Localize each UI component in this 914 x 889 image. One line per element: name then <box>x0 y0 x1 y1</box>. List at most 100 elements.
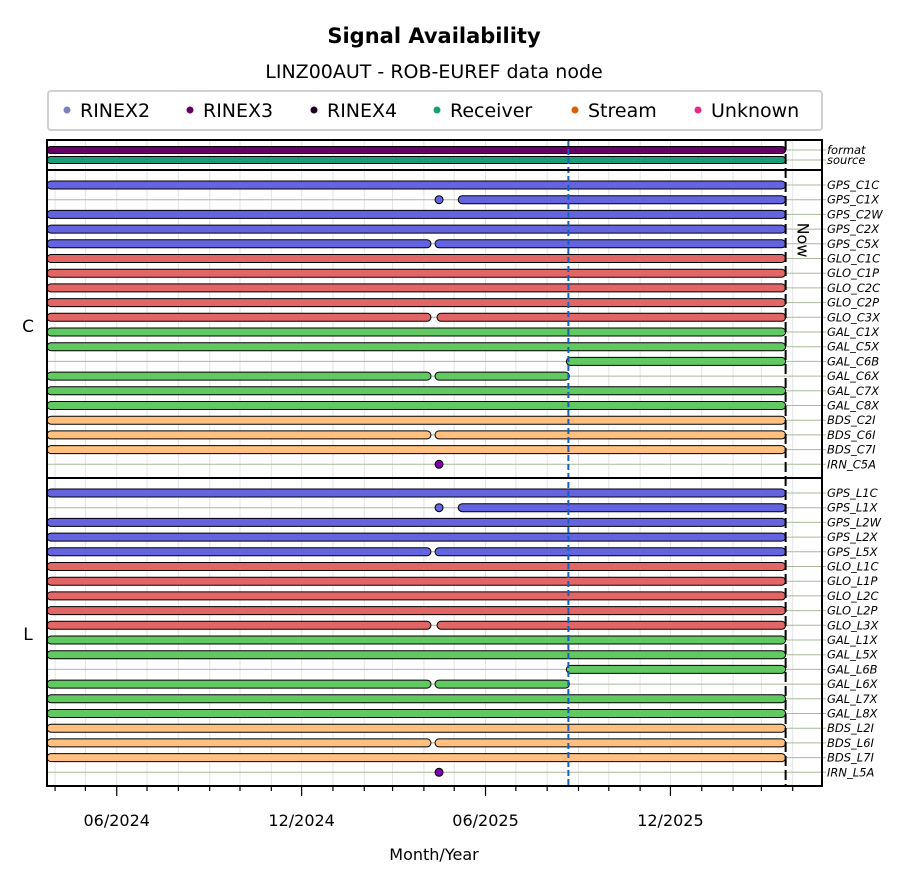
row-label: BDS_L2I <box>827 721 875 735</box>
row-label: BDS_L6I <box>827 736 875 750</box>
signal-bar <box>46 327 787 337</box>
signal-bar <box>46 606 787 616</box>
signal-bar <box>46 532 787 542</box>
row-label: GPS_L5X <box>827 545 879 559</box>
legend-marker-rinex4 <box>310 106 318 114</box>
row-label: GLO_L2C <box>827 589 879 603</box>
signal-bar <box>46 268 787 278</box>
signal-point <box>434 459 444 469</box>
row-label: IRN_C5A <box>827 457 876 471</box>
row-label: GAL_L7X <box>827 692 879 706</box>
signal-bar <box>46 224 787 234</box>
signal-bar <box>436 312 787 322</box>
signal-bar <box>46 371 432 381</box>
signal-bar <box>46 156 787 164</box>
x-tick-label: 06/2025 <box>452 811 518 830</box>
legend-label-unknown: Unknown <box>711 100 799 122</box>
legend: RINEX2 RINEX3 RINEX4 Receiver Stream Unknown <box>47 90 823 131</box>
row-label: BDS_C2I <box>827 413 876 427</box>
signal-bar <box>46 547 432 557</box>
row-label: GAL_L5X <box>827 648 879 662</box>
signal-bar <box>46 386 787 396</box>
signal-bar <box>46 562 787 571</box>
row-label: GPS_L2X <box>827 530 879 544</box>
signal-bar <box>46 620 432 630</box>
signal-bar <box>46 180 787 190</box>
signal-bar <box>46 415 787 425</box>
signal-bar <box>46 401 787 410</box>
panel-label: C <box>22 317 34 337</box>
row-label: GLO_C1C <box>827 252 880 266</box>
signal-bar <box>434 679 570 689</box>
signal-bar <box>46 591 787 601</box>
row-label: GAL_C5X <box>827 340 880 354</box>
legend-marker-receiver <box>433 106 441 114</box>
row-label: GPS_C2W <box>827 207 883 221</box>
signal-bar <box>46 738 432 748</box>
plot-area: 06/2024 12/2024 06/2025 12/2025 formatsource… <box>22 139 883 830</box>
x-tick-label: 06/2024 <box>83 811 149 830</box>
row-label: GAL_L1X <box>827 633 879 647</box>
legend-marker-stream <box>571 106 579 114</box>
signal-bar <box>46 445 787 455</box>
legend-marker-rinex3 <box>186 106 194 114</box>
signal-point <box>434 195 444 205</box>
chart-subtitle: LINZ00AUT - ROB-EUREF data node <box>265 61 602 83</box>
row-label: GPS_L1C <box>827 486 878 500</box>
legend-marker-unknown <box>694 106 702 114</box>
signal-bar <box>46 635 787 645</box>
signal-bar <box>565 356 787 366</box>
signal-bar <box>46 488 787 498</box>
legend-label-rinex4: RINEX4 <box>327 100 397 122</box>
row-label: GAL_C6X <box>827 369 880 383</box>
signal-bar <box>46 723 787 733</box>
row-label: GPS_C1C <box>827 178 879 192</box>
x-tick-label: 12/2024 <box>268 811 334 830</box>
signal-bar <box>434 430 787 440</box>
row-label: GLO_C2C <box>827 281 880 295</box>
signal-bar <box>46 283 787 293</box>
row-label: GAL_C8X <box>827 399 880 413</box>
x-axis-label: Month/Year <box>389 845 479 864</box>
row-label: source <box>827 153 865 167</box>
panel-frame <box>46 477 823 787</box>
signal-bar <box>46 679 432 689</box>
signal-point <box>434 767 444 777</box>
signal-bar <box>457 195 787 205</box>
row-label: GPS_C5X <box>827 237 880 251</box>
row-label: GLO_L2P <box>827 604 877 618</box>
now-label: Now <box>794 223 813 258</box>
row-label: GAL_C6B <box>827 354 879 368</box>
row-label: GLO_C2P <box>827 296 879 310</box>
legend-label-rinex3: RINEX3 <box>203 100 273 122</box>
panel-label: L <box>23 625 33 645</box>
signal-bar <box>46 342 787 352</box>
signal-bar <box>46 209 787 219</box>
row-label: BDS_L7I <box>827 751 875 765</box>
row-label: GAL_L6X <box>827 677 879 691</box>
row-label: GAL_L8X <box>827 707 879 721</box>
signal-bar <box>434 371 570 381</box>
signal-bar <box>436 620 787 630</box>
row-label: GLO_C1P <box>827 266 879 280</box>
signal-bar <box>46 254 787 263</box>
signal-bar <box>46 517 787 527</box>
row-label: GAL_C7X <box>827 384 880 398</box>
signal-bar <box>565 664 787 674</box>
signal-bar <box>46 298 787 308</box>
row-label: BDS_C6I <box>827 428 876 442</box>
row-label: IRN_L5A <box>827 765 874 779</box>
row-label: GLO_L1C <box>827 560 879 574</box>
signal-bar <box>46 146 787 154</box>
signal-bar <box>46 576 787 586</box>
panel-frame <box>46 139 823 171</box>
signal-bar <box>46 694 787 704</box>
row-label: GAL_C1X <box>827 325 880 339</box>
legend-label-stream: Stream <box>588 100 657 122</box>
legend-label-receiver: Receiver <box>450 100 532 122</box>
row-label: format <box>827 143 866 157</box>
signal-bar <box>46 650 787 660</box>
chart-title: Signal Availability <box>327 24 541 48</box>
legend-label-rinex2: RINEX2 <box>80 100 150 122</box>
